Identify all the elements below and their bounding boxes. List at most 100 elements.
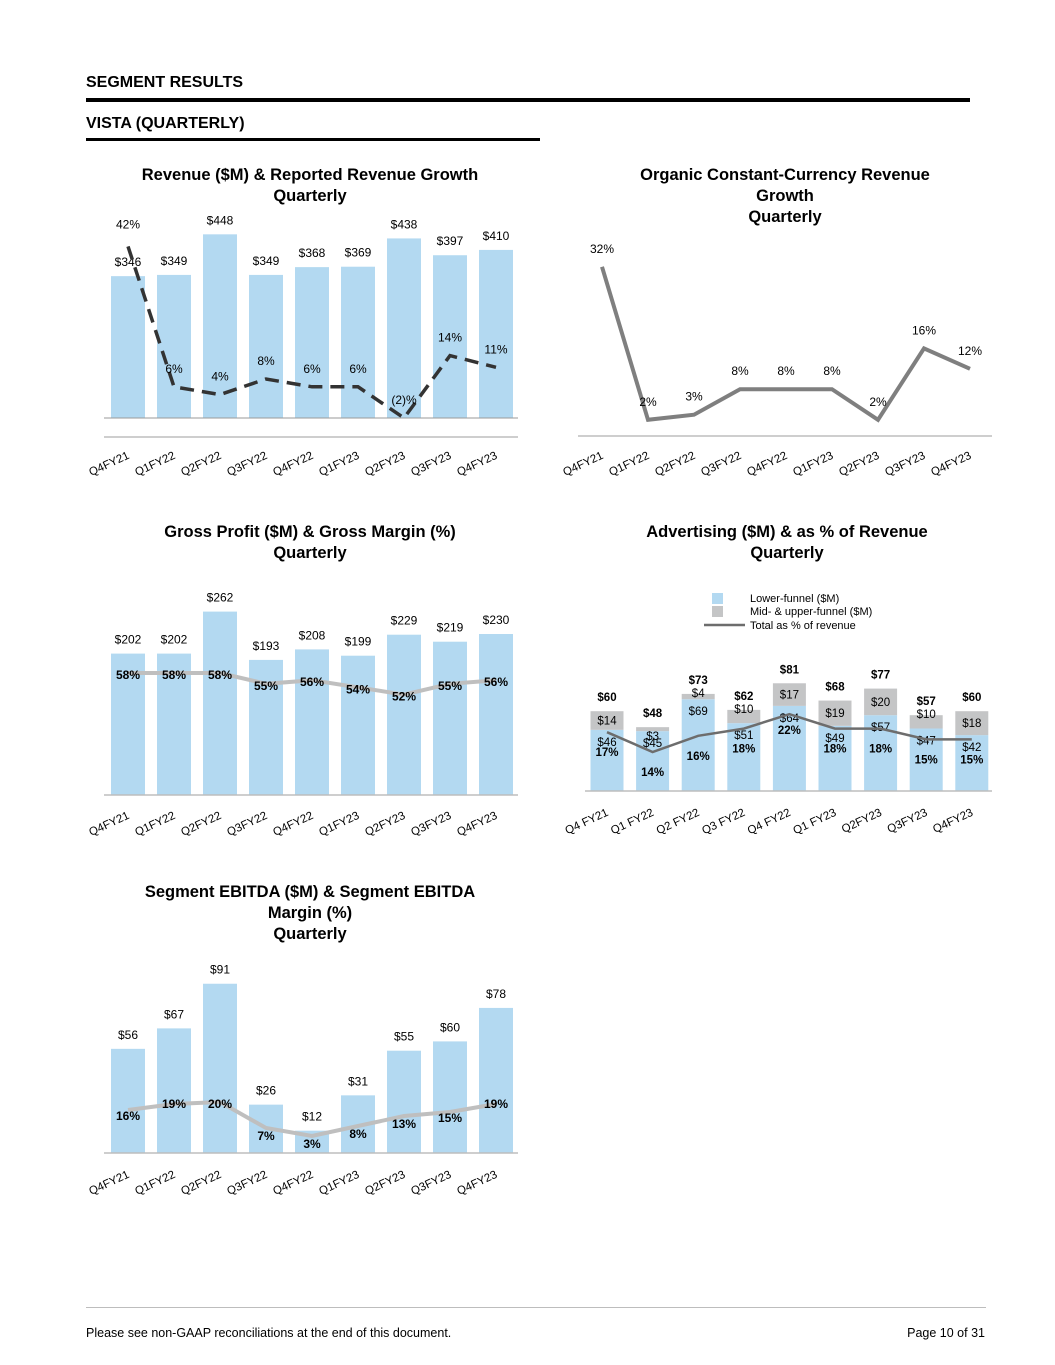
x-tick-label: Q4FY23 bbox=[455, 450, 499, 479]
x-tick-label: Q3FY22 bbox=[225, 810, 269, 839]
bar-total-label: $62 bbox=[734, 691, 753, 703]
bar-value-label: $202 bbox=[161, 633, 188, 647]
x-tick-label: Q2FY23 bbox=[363, 810, 407, 839]
x-tick-label: Q1FY22 bbox=[607, 450, 651, 479]
bar-value-label: $12 bbox=[302, 1110, 322, 1124]
bar bbox=[249, 275, 283, 418]
x-tick-label: Q3 FY22 bbox=[700, 807, 747, 837]
legend-swatch-upper bbox=[712, 606, 723, 617]
bar-upper-label: $20 bbox=[871, 697, 890, 709]
bar bbox=[387, 238, 421, 418]
bar-total-label: $81 bbox=[780, 664, 800, 676]
bar-value-label: $369 bbox=[345, 246, 372, 260]
line-value-label: 55% bbox=[438, 679, 462, 693]
bar-lower-label: $42 bbox=[962, 742, 981, 754]
line-value-label: 58% bbox=[208, 668, 232, 682]
revenue-chart: Revenue ($M) & Reported Revenue Growth Qu… bbox=[0, 150, 540, 495]
bar-value-label: $56 bbox=[118, 1028, 138, 1042]
bar-total-label: $77 bbox=[871, 670, 890, 682]
line-value-label: 22% bbox=[778, 725, 801, 737]
line-value-label: 56% bbox=[300, 675, 324, 689]
bar-value-label: $368 bbox=[299, 246, 326, 260]
bar-total-label: $73 bbox=[689, 675, 708, 687]
x-tick-label: Q4FY22 bbox=[271, 1169, 315, 1198]
bar bbox=[341, 267, 375, 418]
x-tick-label: Q4FY22 bbox=[745, 450, 789, 479]
line-value-label: 55% bbox=[254, 679, 278, 693]
organic-growth-chart: Organic Constant-Currency RevenueGrowthQ… bbox=[540, 150, 1020, 495]
bar-value-label: $199 bbox=[345, 635, 372, 649]
line-value-label: 18% bbox=[732, 744, 755, 756]
line-value-label: 8% bbox=[731, 364, 749, 378]
bar bbox=[341, 656, 375, 795]
bar-value-label: $91 bbox=[210, 963, 230, 977]
line-value-label: 15% bbox=[960, 754, 983, 766]
x-tick-label: Q4FY21 bbox=[87, 450, 131, 479]
x-tick-label: Q1 FY23 bbox=[791, 807, 838, 837]
legend-swatch-lower bbox=[712, 593, 723, 604]
bar-value-label: $397 bbox=[437, 234, 464, 248]
x-tick-label: Q2FY22 bbox=[179, 450, 223, 479]
x-tick-label: Q4FY21 bbox=[561, 450, 605, 479]
bar-value-label: $262 bbox=[207, 591, 234, 605]
bar-value-label: $60 bbox=[440, 1020, 460, 1034]
line-value-label: 3% bbox=[685, 390, 703, 404]
bar-value-label: $349 bbox=[161, 254, 188, 268]
x-tick-label: Q4FY21 bbox=[87, 810, 131, 839]
bar-value-label: $448 bbox=[207, 213, 234, 227]
x-tick-label: Q3FY23 bbox=[409, 810, 453, 839]
x-tick-label: Q2FY23 bbox=[363, 450, 407, 479]
bar bbox=[157, 1028, 191, 1153]
x-tick-label: Q2FY22 bbox=[179, 1169, 223, 1198]
subsection-rule bbox=[86, 138, 540, 141]
line-value-label: 15% bbox=[915, 754, 938, 766]
bar-value-label: $78 bbox=[486, 987, 506, 1001]
bar-value-label: $229 bbox=[391, 614, 418, 628]
line-value-label: 2% bbox=[639, 395, 657, 409]
x-tick-label: Q2FY22 bbox=[179, 810, 223, 839]
bar-value-label: $26 bbox=[256, 1084, 276, 1098]
x-tick-label: Q2FY23 bbox=[840, 807, 884, 836]
chart-title: Margin (%) bbox=[268, 904, 352, 922]
chart-title: Quarterly bbox=[273, 925, 347, 943]
x-tick-label: Q2 FY22 bbox=[655, 807, 702, 837]
x-tick-label: Q3FY23 bbox=[409, 1169, 453, 1198]
bar-lower-label: $51 bbox=[734, 730, 753, 742]
bar-upper-label: $4 bbox=[692, 688, 705, 700]
x-tick-label: Q4FY22 bbox=[271, 450, 315, 479]
chart-title: Revenue ($M) & Reported Revenue Growth bbox=[142, 166, 478, 184]
chart-title: Organic Constant-Currency Revenue bbox=[640, 166, 930, 184]
bar bbox=[433, 642, 467, 795]
x-tick-label: Q3FY23 bbox=[409, 450, 453, 479]
chart-title: Quarterly bbox=[750, 544, 824, 562]
bar bbox=[111, 276, 145, 418]
bar-total-label: $60 bbox=[962, 692, 981, 704]
x-tick-label: Q3FY23 bbox=[886, 807, 930, 836]
bar-value-label: $208 bbox=[299, 628, 326, 642]
gross-profit-chart: Gross Profit ($M) & Gross Margin (%)Quar… bbox=[0, 505, 540, 850]
x-tick-label: Q4FY21 bbox=[87, 1169, 131, 1198]
x-tick-label: Q1FY23 bbox=[317, 450, 361, 479]
line-value-label: 3% bbox=[303, 1137, 321, 1151]
bar-value-label: $55 bbox=[394, 1030, 414, 1044]
bar-total-label: $57 bbox=[917, 696, 936, 708]
line-value-label: 8% bbox=[777, 364, 795, 378]
subsection-title: VISTA (QUARTERLY) bbox=[86, 115, 245, 133]
bar-upper-label: $19 bbox=[825, 708, 844, 720]
organic-growth-line bbox=[602, 267, 970, 420]
bar-total-label: $60 bbox=[597, 692, 616, 704]
line-value-label: 16% bbox=[912, 323, 936, 337]
x-tick-label: Q2FY22 bbox=[653, 450, 697, 479]
chart-title: Quarterly bbox=[273, 187, 347, 205]
x-tick-label: Q4 FY22 bbox=[746, 807, 793, 837]
line-value-label: 6% bbox=[303, 362, 321, 376]
x-tick-label: Q2FY23 bbox=[837, 450, 881, 479]
line-value-label: 12% bbox=[958, 344, 982, 358]
line-value-label: 11% bbox=[484, 342, 507, 356]
x-tick-label: Q3FY23 bbox=[883, 450, 927, 479]
bar-lower-label: $69 bbox=[689, 706, 708, 718]
line-value-label: 18% bbox=[869, 744, 892, 756]
x-tick-label: Q4FY23 bbox=[929, 450, 973, 479]
legend-label: Mid- & upper-funnel ($M) bbox=[750, 606, 872, 618]
line-value-label: 15% bbox=[438, 1111, 462, 1125]
